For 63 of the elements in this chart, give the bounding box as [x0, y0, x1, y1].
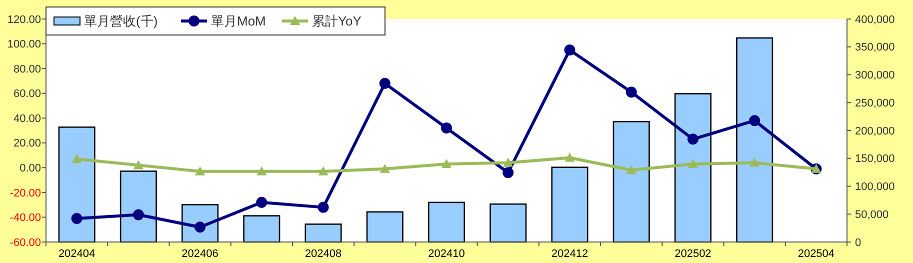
- x-tick-label: 202408: [304, 248, 342, 260]
- point: [318, 202, 329, 213]
- point: [442, 158, 452, 168]
- bar: [58, 126, 96, 243]
- point: [380, 164, 390, 173]
- bar: [490, 203, 527, 243]
- point: [564, 44, 576, 56]
- x-tick-label: 202502: [674, 248, 712, 260]
- point: [626, 86, 637, 98]
- point: [564, 152, 575, 162]
- y2-tick-label: 200,000: [855, 125, 895, 138]
- point: [256, 166, 267, 176]
- bar: [366, 211, 404, 243]
- y-tick-label: 20.00: [13, 138, 41, 150]
- x-tick-label: 202404: [58, 248, 96, 260]
- point: [133, 160, 144, 170]
- point: [132, 209, 144, 220]
- point: [379, 78, 390, 89]
- y2-tick-label: 350,000: [855, 42, 895, 54]
- bar: [243, 215, 280, 243]
- y-tick-label: 40.00: [13, 112, 41, 125]
- legend-label: 單月營收(千): [84, 14, 158, 29]
- point: [750, 158, 760, 167]
- y-tick-label: 120.00: [7, 14, 41, 26]
- y-tick-label: 0.00: [20, 162, 41, 175]
- y-tick-label: 80.00: [13, 63, 41, 76]
- legend-label: 單月MoM: [211, 14, 266, 29]
- y-tick-label: 60.00: [13, 88, 41, 100]
- bar: [428, 202, 466, 243]
- y2-tick-label: 400,000: [855, 14, 895, 26]
- point: [318, 166, 328, 176]
- y2-tick-label: 300,000: [855, 70, 895, 82]
- y2-tick-label: 50,000: [855, 208, 889, 221]
- point: [688, 158, 698, 168]
- bar: [612, 120, 650, 243]
- x-tick-label: 202406: [182, 248, 218, 260]
- y-tick-label: -40.00: [10, 212, 41, 224]
- bar: [736, 37, 774, 243]
- y2-tick-label: 250,000: [855, 97, 895, 110]
- point: [503, 158, 514, 167]
- y2-tick-label: 0: [855, 236, 862, 249]
- bar: [674, 93, 712, 243]
- bar: [551, 166, 588, 243]
- bar: [120, 170, 157, 243]
- point: [749, 115, 760, 126]
- y-tick-label: 100.00: [7, 38, 41, 51]
- point: [72, 154, 82, 163]
- point: [626, 165, 636, 174]
- bar: [304, 224, 342, 243]
- legend-label: 累計YoY: [312, 14, 362, 29]
- point: [71, 212, 82, 224]
- x-tick-label: 202504: [798, 248, 835, 260]
- point: [687, 134, 698, 145]
- y2-tick-label: 150,000: [855, 153, 895, 166]
- y2-tick-label: 100,000: [855, 181, 895, 194]
- y-tick-label: -20.00: [10, 187, 41, 200]
- x-tick-label: 202412: [551, 248, 588, 260]
- point: [195, 166, 206, 176]
- point: [441, 122, 452, 134]
- point: [502, 167, 514, 178]
- x-tick-label: 202410: [428, 248, 465, 260]
- point: [256, 196, 268, 208]
- y-tick-label: -60.00: [10, 236, 41, 249]
